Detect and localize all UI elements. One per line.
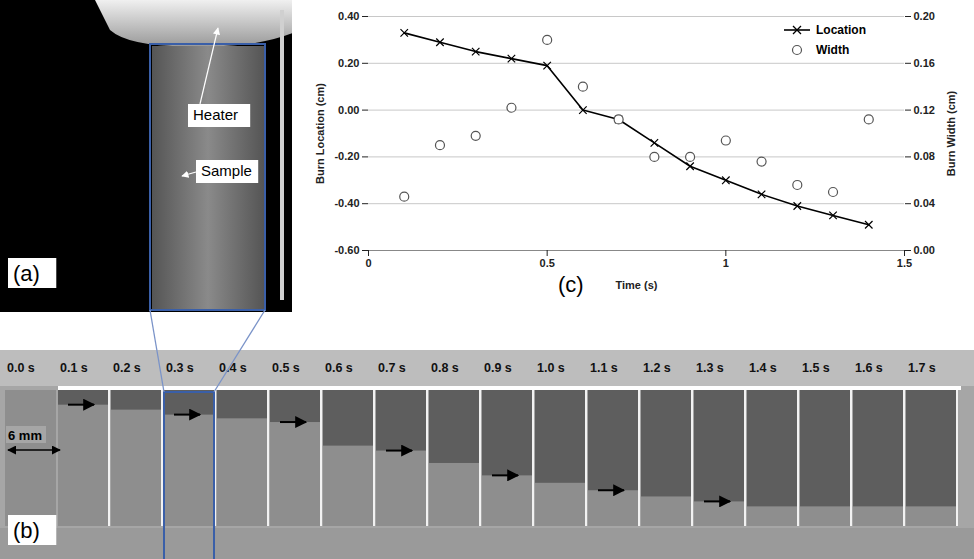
svg-text:Time (s): Time (s): [616, 279, 658, 291]
svg-text:1.6 s: 1.6 s: [855, 361, 883, 375]
html-text:Location: Location: [816, 23, 866, 37]
svg-text:Sample: Sample: [201, 162, 252, 179]
svg-text:0.4 s: 0.4 s: [219, 361, 247, 375]
svg-text:0.00: 0.00: [338, 104, 359, 116]
svg-text:0.20: 0.20: [914, 10, 935, 22]
html-text:Width: Width: [816, 43, 850, 57]
svg-text:0.3 s: 0.3 s: [166, 361, 194, 375]
svg-text:0.00: 0.00: [914, 244, 935, 256]
svg-text:0.5 s: 0.5 s: [272, 361, 300, 375]
svg-text:(a): (a): [13, 261, 40, 286]
svg-text:0.2 s: 0.2 s: [113, 361, 141, 375]
svg-text:0.12: 0.12: [914, 104, 935, 116]
svg-text:1.5 s: 1.5 s: [802, 361, 830, 375]
svg-text:0.6 s: 0.6 s: [325, 361, 353, 375]
svg-text:0.16: 0.16: [914, 57, 935, 69]
svg-text:1.3 s: 1.3 s: [696, 361, 724, 375]
svg-text:0.0 s: 0.0 s: [7, 361, 35, 375]
svg-text:0.5: 0.5: [540, 257, 555, 269]
svg-text:Burn Location (cm): Burn Location (cm): [314, 83, 326, 184]
svg-text:1.4 s: 1.4 s: [749, 361, 777, 375]
html-text:(c): (c): [558, 272, 584, 297]
svg-text:Heater: Heater: [193, 106, 238, 123]
svg-text:-0.60: -0.60: [334, 244, 359, 256]
svg-text:0.9 s: 0.9 s: [484, 361, 512, 375]
svg-text:-0.40: -0.40: [334, 197, 359, 209]
svg-text:0.20: 0.20: [338, 57, 359, 69]
svg-text:0.8 s: 0.8 s: [431, 361, 459, 375]
svg-text:1: 1: [723, 257, 729, 269]
svg-text:1.0 s: 1.0 s: [537, 361, 565, 375]
svg-text:0.04: 0.04: [914, 197, 936, 209]
svg-text:0.08: 0.08: [914, 150, 935, 162]
svg-text:1.7 s: 1.7 s: [908, 361, 936, 375]
svg-text:1.5: 1.5: [897, 257, 912, 269]
svg-text:0.40: 0.40: [338, 10, 359, 22]
svg-text:(b): (b): [13, 518, 40, 543]
svg-text:0.7 s: 0.7 s: [378, 361, 406, 375]
svg-text:6 mm: 6 mm: [8, 428, 42, 443]
svg-text:0: 0: [365, 257, 371, 269]
svg-text:Burn Width (cm): Burn Width (cm): [945, 90, 957, 176]
svg-text:-0.20: -0.20: [334, 150, 359, 162]
svg-text:1.2 s: 1.2 s: [643, 361, 671, 375]
svg-text:0.1 s: 0.1 s: [60, 361, 88, 375]
svg-text:1.1 s: 1.1 s: [590, 361, 618, 375]
